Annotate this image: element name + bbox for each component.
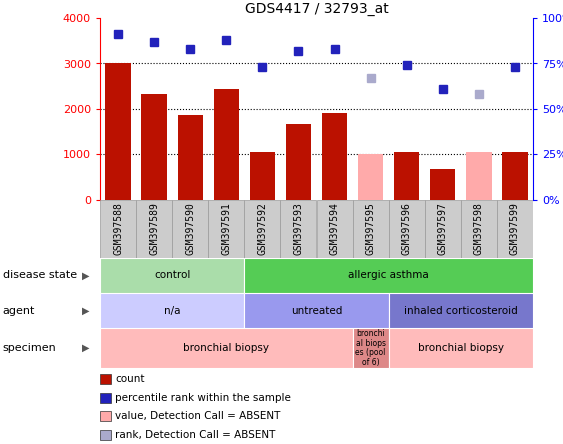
Text: GSM397591: GSM397591 bbox=[221, 202, 231, 254]
Bar bbox=[244, 258, 533, 293]
Text: GSM397598: GSM397598 bbox=[474, 202, 484, 254]
Title: GDS4417 / 32793_at: GDS4417 / 32793_at bbox=[245, 2, 388, 16]
Bar bbox=[141, 94, 167, 200]
Text: GSM397595: GSM397595 bbox=[365, 202, 376, 254]
Bar bbox=[100, 430, 110, 440]
Bar bbox=[100, 200, 136, 258]
Bar bbox=[502, 152, 528, 200]
Text: GSM397597: GSM397597 bbox=[438, 202, 448, 254]
Bar bbox=[466, 152, 491, 200]
Text: n/a: n/a bbox=[164, 305, 180, 316]
Text: GSM397594: GSM397594 bbox=[329, 202, 339, 254]
Text: ▶: ▶ bbox=[82, 343, 90, 353]
Text: control: control bbox=[154, 270, 190, 281]
Bar bbox=[352, 200, 388, 258]
Text: GSM397596: GSM397596 bbox=[402, 202, 412, 254]
Bar bbox=[280, 200, 316, 258]
Text: untreated: untreated bbox=[291, 305, 342, 316]
Bar bbox=[100, 258, 244, 293]
Bar bbox=[388, 293, 533, 328]
Bar bbox=[105, 63, 131, 200]
Bar bbox=[100, 374, 110, 385]
Text: percentile rank within the sample: percentile rank within the sample bbox=[115, 393, 291, 403]
Text: inhaled corticosteroid: inhaled corticosteroid bbox=[404, 305, 518, 316]
Text: GSM397590: GSM397590 bbox=[185, 202, 195, 254]
Bar bbox=[136, 200, 172, 258]
Bar bbox=[322, 113, 347, 200]
Text: count: count bbox=[115, 374, 145, 384]
Bar bbox=[286, 123, 311, 200]
Bar bbox=[352, 328, 388, 368]
Text: disease state: disease state bbox=[3, 270, 77, 281]
Bar bbox=[208, 200, 244, 258]
Text: rank, Detection Call = ABSENT: rank, Detection Call = ABSENT bbox=[115, 430, 276, 440]
Bar bbox=[244, 293, 388, 328]
Bar bbox=[388, 200, 425, 258]
Text: GSM397592: GSM397592 bbox=[257, 202, 267, 254]
Text: GSM397599: GSM397599 bbox=[510, 202, 520, 254]
Text: bronchial biopsy: bronchial biopsy bbox=[184, 343, 269, 353]
Bar bbox=[358, 154, 383, 200]
Text: ▶: ▶ bbox=[82, 305, 90, 316]
Bar bbox=[244, 200, 280, 258]
Text: ▶: ▶ bbox=[82, 270, 90, 281]
Bar bbox=[430, 169, 455, 200]
Text: specimen: specimen bbox=[3, 343, 56, 353]
Bar bbox=[172, 200, 208, 258]
Text: GSM397593: GSM397593 bbox=[293, 202, 303, 254]
Text: allergic asthma: allergic asthma bbox=[348, 270, 429, 281]
Bar bbox=[177, 115, 203, 200]
Text: value, Detection Call = ABSENT: value, Detection Call = ABSENT bbox=[115, 411, 281, 421]
Bar bbox=[388, 328, 533, 368]
Bar bbox=[100, 293, 244, 328]
Bar bbox=[100, 411, 110, 421]
Bar bbox=[497, 200, 533, 258]
Bar bbox=[425, 200, 461, 258]
Bar bbox=[394, 152, 419, 200]
Bar bbox=[250, 152, 275, 200]
Text: bronchi
al biops
es (pool
of 6): bronchi al biops es (pool of 6) bbox=[355, 329, 386, 367]
Bar bbox=[100, 328, 352, 368]
Bar bbox=[214, 89, 239, 200]
Text: GSM397588: GSM397588 bbox=[113, 202, 123, 254]
Text: GSM397589: GSM397589 bbox=[149, 202, 159, 254]
Text: agent: agent bbox=[3, 305, 35, 316]
Bar bbox=[316, 200, 352, 258]
Bar bbox=[461, 200, 497, 258]
Text: bronchial biopsy: bronchial biopsy bbox=[418, 343, 504, 353]
Bar bbox=[100, 392, 110, 403]
